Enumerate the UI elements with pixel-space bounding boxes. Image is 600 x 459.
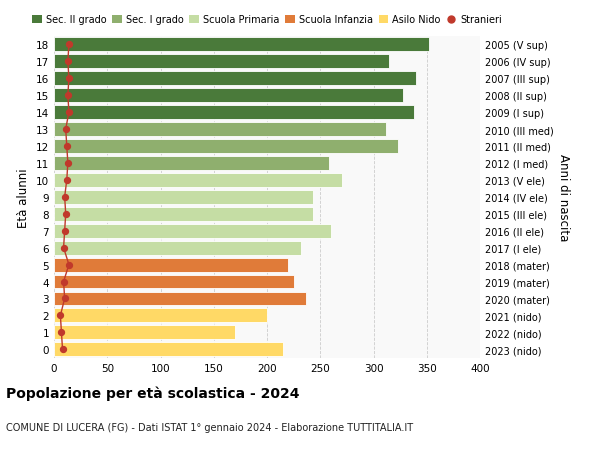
Bar xyxy=(54,326,235,340)
Point xyxy=(58,346,67,353)
Bar xyxy=(54,72,416,86)
Point xyxy=(64,261,74,269)
Point xyxy=(64,41,74,49)
Point xyxy=(60,194,70,201)
Point xyxy=(62,177,71,184)
Point xyxy=(63,160,73,167)
Y-axis label: Età alunni: Età alunni xyxy=(17,168,31,227)
Bar xyxy=(54,292,307,306)
Bar xyxy=(54,309,267,323)
Point xyxy=(62,143,71,150)
Bar xyxy=(54,174,341,187)
Point xyxy=(63,58,73,66)
Bar xyxy=(54,190,313,204)
Point xyxy=(60,295,70,302)
Point xyxy=(59,245,68,252)
Bar xyxy=(54,224,331,238)
Y-axis label: Anni di nascita: Anni di nascita xyxy=(557,154,570,241)
Bar xyxy=(54,157,329,170)
Bar xyxy=(54,140,398,154)
Bar xyxy=(54,342,283,357)
Bar xyxy=(54,106,414,120)
Point xyxy=(63,92,73,100)
Bar xyxy=(54,258,289,272)
Point xyxy=(64,75,74,83)
Bar xyxy=(54,241,301,255)
Text: Popolazione per età scolastica - 2024: Popolazione per età scolastica - 2024 xyxy=(6,386,299,400)
Text: COMUNE DI LUCERA (FG) - Dati ISTAT 1° gennaio 2024 - Elaborazione TUTTITALIA.IT: COMUNE DI LUCERA (FG) - Dati ISTAT 1° ge… xyxy=(6,422,413,432)
Bar xyxy=(54,38,429,52)
Bar xyxy=(54,89,403,103)
Bar xyxy=(54,207,313,221)
Point xyxy=(61,126,71,134)
Point xyxy=(64,109,74,117)
Point xyxy=(56,312,65,319)
Bar xyxy=(54,275,293,289)
Legend: Sec. II grado, Sec. I grado, Scuola Primaria, Scuola Infanzia, Asilo Nido, Stran: Sec. II grado, Sec. I grado, Scuola Prim… xyxy=(32,16,502,25)
Point xyxy=(59,278,68,285)
Bar xyxy=(54,55,389,69)
Point xyxy=(61,211,71,218)
Point xyxy=(60,228,70,235)
Bar xyxy=(54,123,386,137)
Point xyxy=(56,329,66,336)
